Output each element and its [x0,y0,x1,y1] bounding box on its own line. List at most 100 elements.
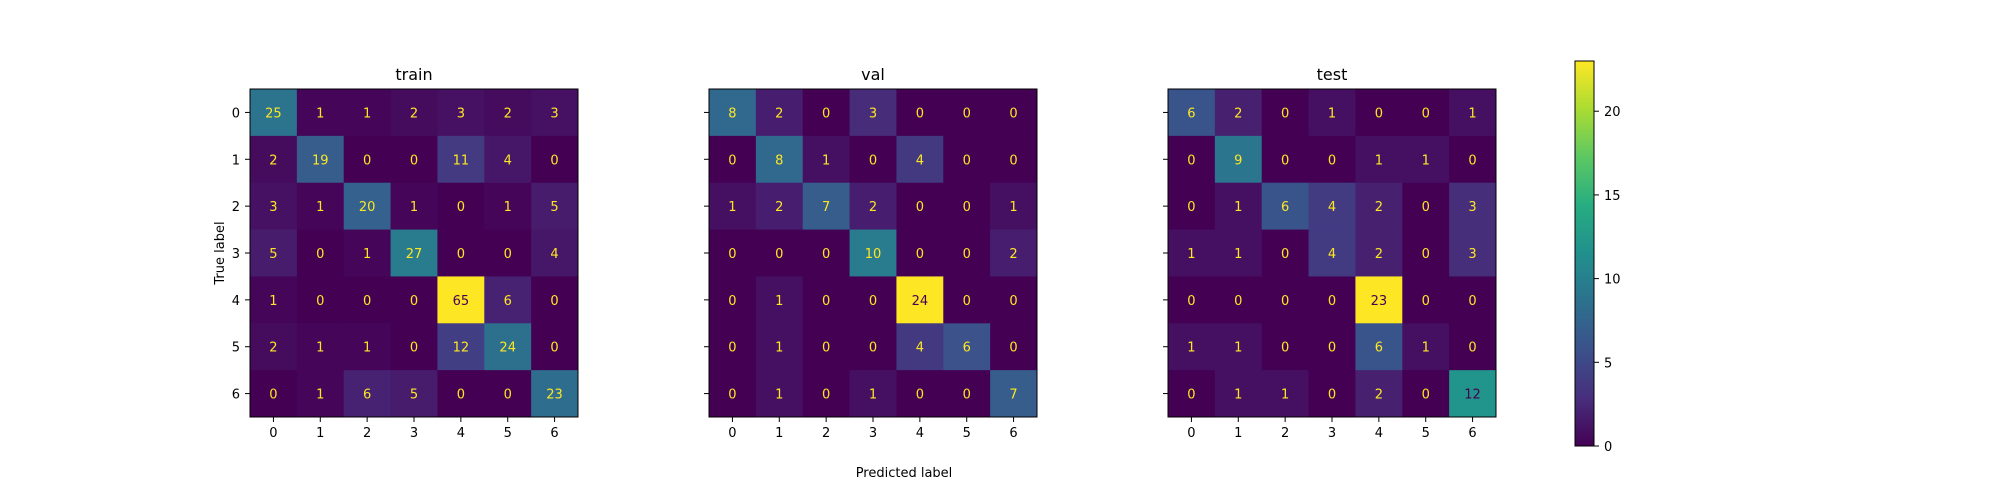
cell-value-label: 0 [916,106,924,121]
cell-value-label: 6 [363,388,371,403]
cell-value-label: 0 [1468,341,1476,356]
cell-value-label: 2 [269,341,277,356]
cell-value-label: 1 [1422,341,1430,356]
cell-value-label: 8 [775,153,783,168]
cell-value-label: 0 [504,388,512,403]
cell-value-label: 1 [504,200,512,215]
val-x-ticks: 0123456 [728,417,1017,441]
cell-value-label: 4 [504,153,512,168]
train-x-ticks: 0123456 [269,417,558,441]
val-y-ticks [704,112,709,393]
x-tick-label: 2 [363,426,371,441]
cell-value-label: 0 [1422,200,1430,215]
cell-value-label: 2 [869,200,877,215]
x-tick-label: 0 [1187,426,1195,441]
cell-value-label: 0 [363,153,371,168]
cell-value-label: 1 [316,388,324,403]
x-tick-label: 6 [1009,426,1017,441]
cell-value-label: 1 [316,200,324,215]
train-panel: train 25 1 1 2 3 2 32 19 0 0 11 4 03 1 20 1 0 1 55 0 1 27 0 0 41… [213,65,579,441]
cell-value-label: 1 [269,294,277,309]
cell-value-label: 2 [1375,388,1383,403]
cell-value-label: 1 [1234,341,1242,356]
cell-value-label: 0 [1422,247,1430,262]
cell-value-label: 0 [1187,388,1195,403]
colorbar-gradient [1575,61,1594,446]
cell-value-label: 2 [269,153,277,168]
train-cells: 25 1 1 2 3 2 32 19 0 0 11 4 03 1 20 1 0 1 55 0 1 27 0 0 41 0 0 0 65 6… [250,89,579,418]
cell-value-label: 0 [1375,106,1383,121]
cell-value-label: 5 [410,388,418,403]
cell-value-label: 0 [916,247,924,262]
cell-value-label: 2 [1009,247,1017,262]
cell-value-label: 0 [1328,294,1336,309]
cell-value-label: 0 [1422,106,1430,121]
cell-value-label: 0 [410,153,418,168]
cell-value-label: 1 [1234,200,1242,215]
x-tick-label: 0 [728,426,736,441]
cell-value-label: 0 [363,294,371,309]
cell-value-label: 0 [869,341,877,356]
cell-value-label: 1 [316,106,324,121]
cell-value-label: 0 [1187,294,1195,309]
test-y-ticks [1163,112,1168,393]
cell-value-label: 7 [1009,388,1017,403]
x-tick-label: 4 [916,426,924,441]
test-x-ticks: 0123456 [1187,417,1476,441]
panel-title: test [1317,65,1348,84]
cell-value-label: 12 [1464,388,1481,403]
cell-value-label: 65 [453,294,470,309]
cell-value-label: 3 [1468,247,1476,262]
cell-value-label: 2 [1375,247,1383,262]
cell-value-label: 25 [265,106,282,121]
cell-value-label: 1 [363,247,371,262]
cell-value-label: 2 [775,106,783,121]
y-tick-label: 5 [232,341,240,356]
cell-value-label: 7 [822,200,830,215]
cell-value-label: 0 [775,247,783,262]
x-tick-label: 5 [1422,426,1430,441]
cell-value-label: 0 [1328,341,1336,356]
cell-value-label: 8 [728,106,736,121]
cell-value-label: 0 [822,106,830,121]
train-y-ticks: 0123456 [232,106,250,402]
cell-value-label: 0 [316,294,324,309]
cell-value-label: 27 [406,247,423,262]
cell-value-label: 0 [963,294,971,309]
cell-value-label: 3 [550,106,558,121]
cell-value-label: 4 [916,341,924,356]
colorbar-ticks: 05101520 [1594,105,1621,455]
cell-value-label: 2 [775,200,783,215]
cell-value-label: 10 [865,247,882,262]
x-tick-label: 0 [269,426,277,441]
cell-value-label: 0 [1187,200,1195,215]
x-tick-label: 1 [775,426,783,441]
cell-value-label: 24 [912,294,929,309]
cell-value-label: 0 [410,294,418,309]
cell-value-label: 0 [728,388,736,403]
cell-value-label: 0 [457,388,465,403]
cell-value-label: 6 [963,341,971,356]
cell-value-label: 23 [1371,294,1388,309]
x-tick-label: 3 [869,426,877,441]
cell-value-label: 4 [550,247,558,262]
y-tick-label: 6 [232,388,240,403]
cell-value-label: 1 [728,200,736,215]
cell-value-label: 1 [1375,153,1383,168]
x-axis-label: Predicted label [856,466,953,481]
cell-value-label: 11 [453,153,470,168]
cell-value-label: 0 [916,200,924,215]
cell-value-label: 0 [728,294,736,309]
cell-value-label: 1 [410,200,418,215]
cell-value-label: 2 [1375,200,1383,215]
cell-value-label: 3 [1468,200,1476,215]
cell-value-label: 0 [1234,294,1242,309]
cell-value-label: 0 [316,247,324,262]
y-tick-label: 2 [232,200,240,215]
cell-value-label: 2 [410,106,418,121]
y-tick-label: 1 [232,153,240,168]
cell-value-label: 1 [1187,341,1195,356]
y-axis-label: True label [213,221,228,285]
cell-value-label: 1 [1328,106,1336,121]
